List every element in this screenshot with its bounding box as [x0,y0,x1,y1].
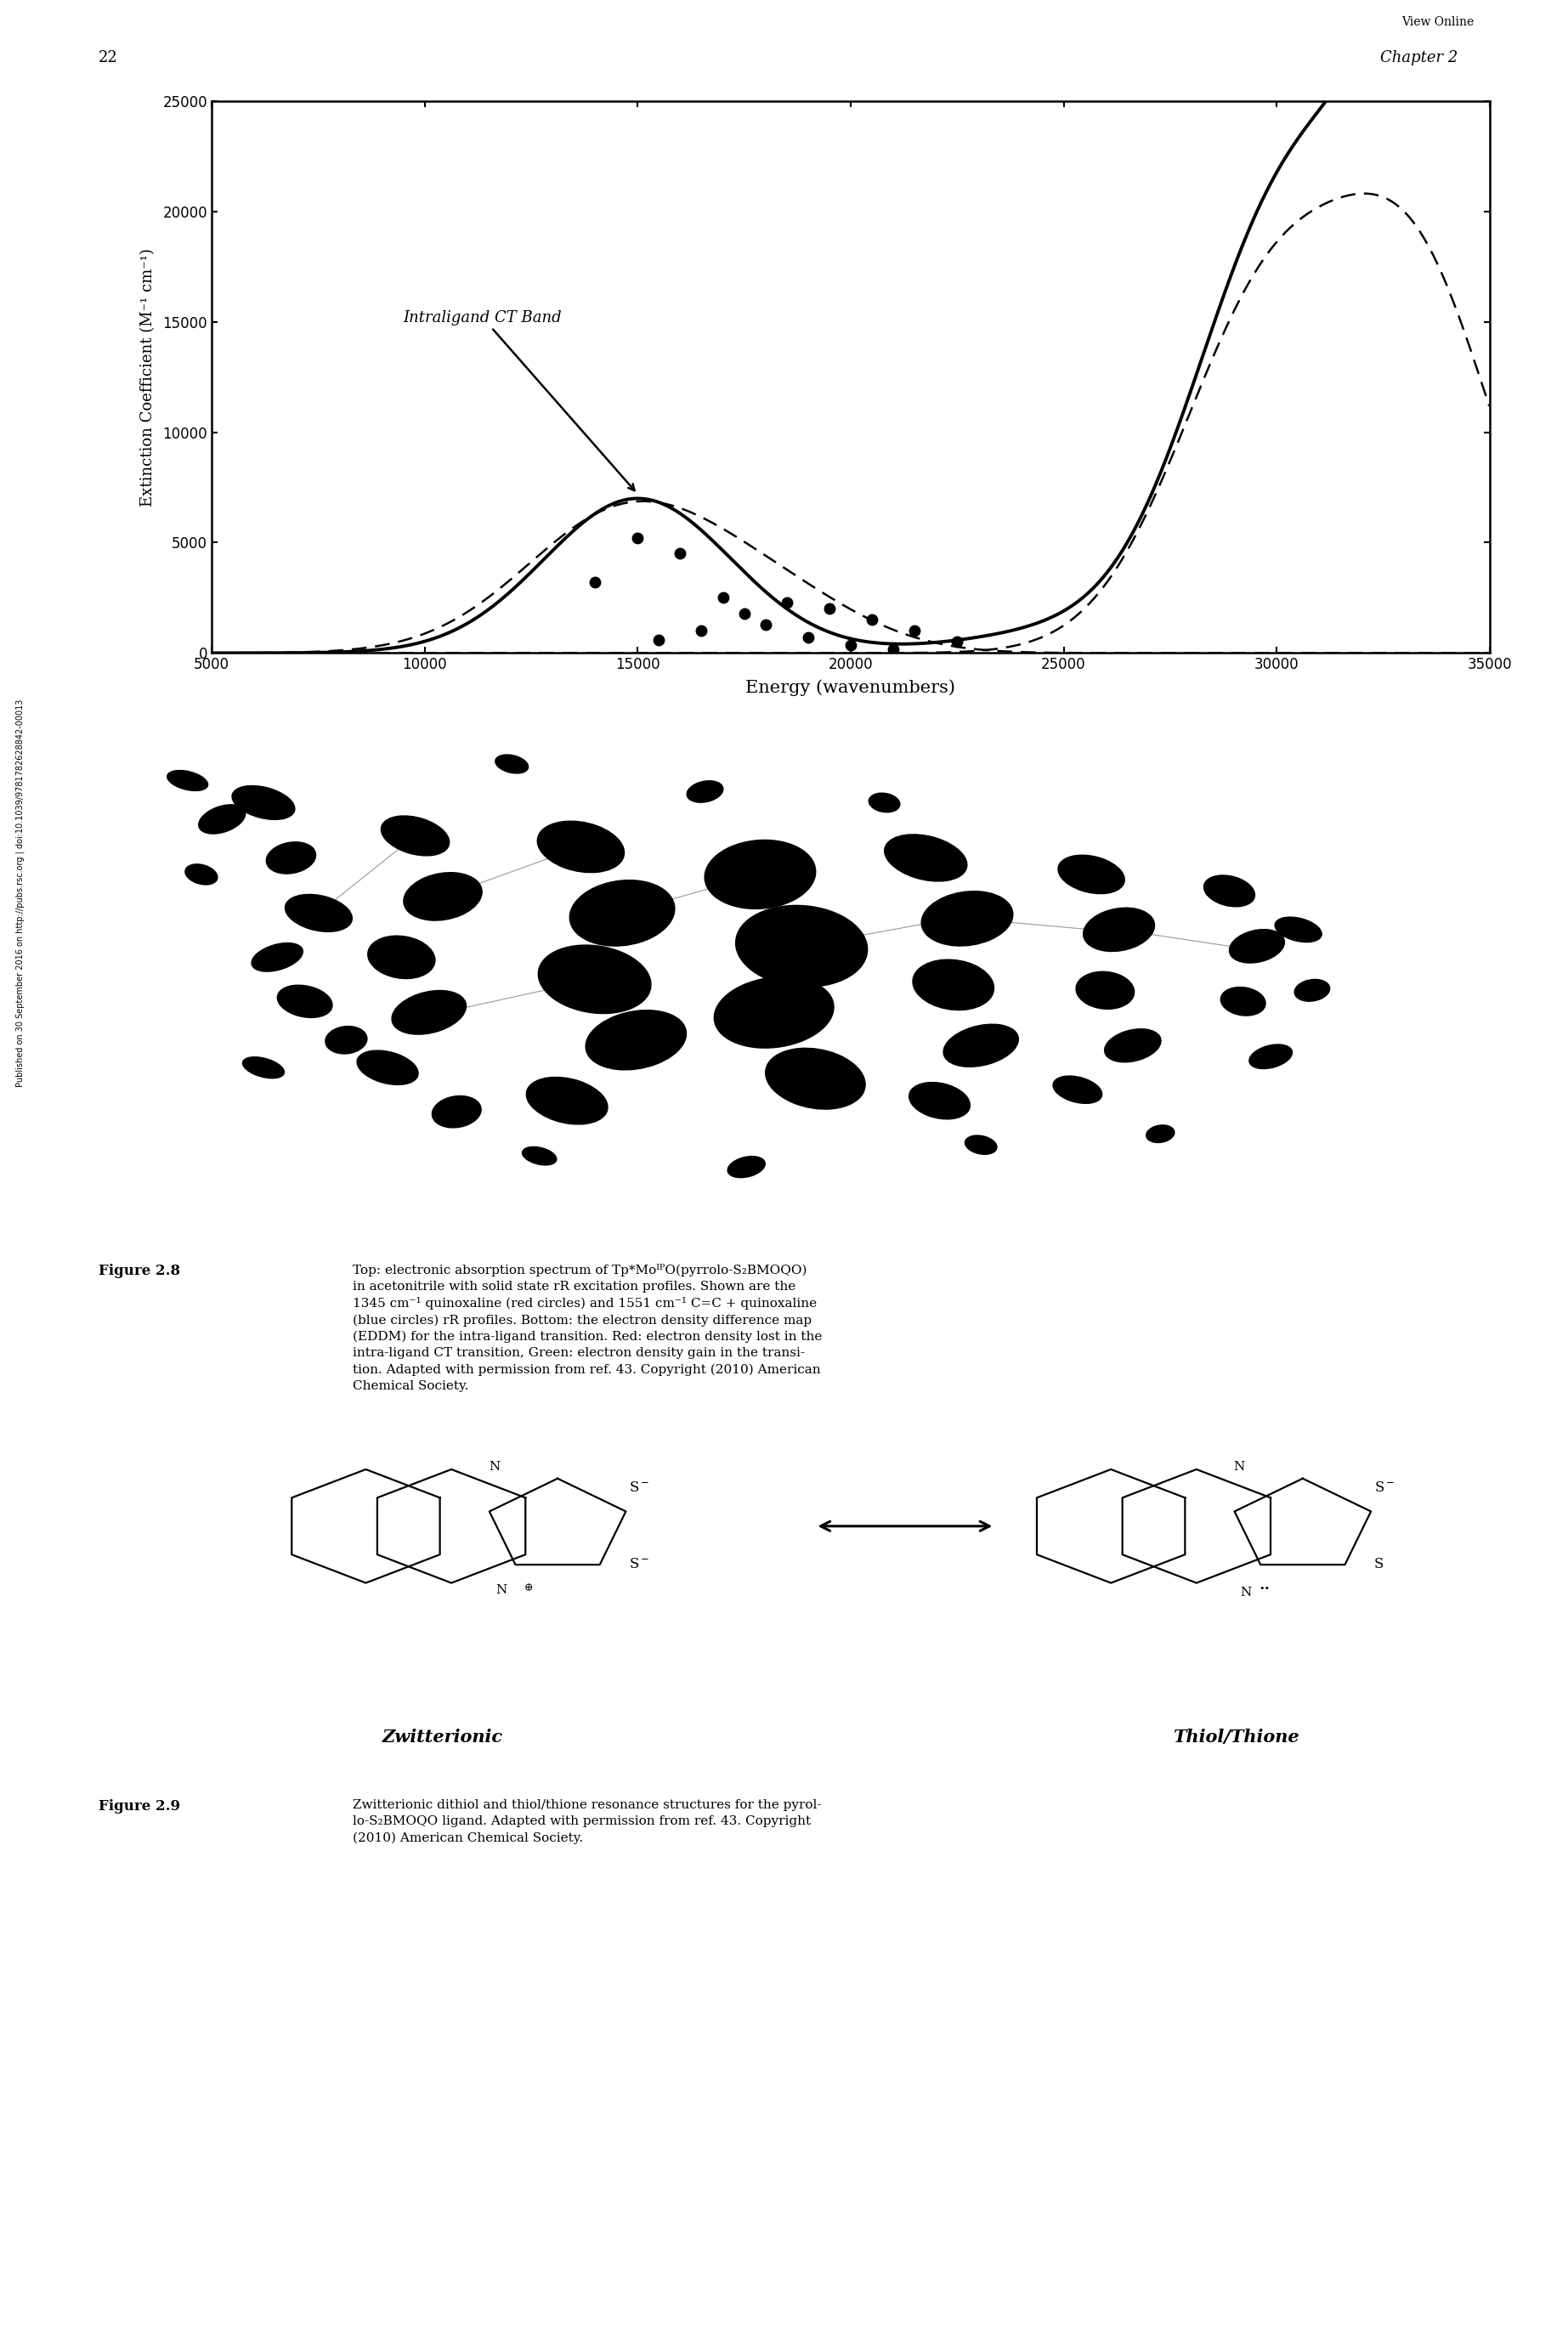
Ellipse shape [586,1010,687,1069]
Text: Zwitterionic dithiol and thiol/thione resonance structures for the pyrol-
lo-S₂B: Zwitterionic dithiol and thiol/thione re… [353,1799,822,1844]
Ellipse shape [728,1156,765,1177]
Text: S$^-$: S$^-$ [629,1557,649,1571]
Ellipse shape [278,984,332,1017]
X-axis label: Energy (wavenumbers): Energy (wavenumbers) [746,679,955,695]
Ellipse shape [909,1083,971,1118]
Ellipse shape [1220,987,1265,1015]
Ellipse shape [913,961,994,1010]
Ellipse shape [765,1048,866,1109]
Ellipse shape [1076,972,1134,1010]
Y-axis label: Extinction Coefficient (M⁻¹ cm⁻¹): Extinction Coefficient (M⁻¹ cm⁻¹) [141,249,155,505]
Ellipse shape [1204,876,1254,907]
Text: S$^-$: S$^-$ [1374,1480,1396,1494]
Ellipse shape [735,904,867,987]
Ellipse shape [713,977,834,1048]
Ellipse shape [1275,916,1322,942]
Ellipse shape [243,1057,284,1078]
Text: Published on 30 September 2016 on http://pubs.rsc.org | doi:10.1039/978178262884: Published on 30 September 2016 on http:/… [16,698,25,1088]
Ellipse shape [538,944,651,1012]
Text: Thiol/Thione: Thiol/Thione [1173,1729,1300,1745]
Text: ••: •• [1259,1586,1270,1593]
Text: Intraligand CT Band: Intraligand CT Band [403,310,635,491]
Ellipse shape [944,1024,1019,1066]
Ellipse shape [185,864,218,886]
Text: N: N [489,1461,500,1473]
Ellipse shape [1295,980,1330,1001]
Ellipse shape [433,1097,481,1128]
Ellipse shape [922,890,1013,947]
Text: Chapter 2: Chapter 2 [1380,52,1458,66]
Ellipse shape [267,841,315,874]
Ellipse shape [884,834,967,881]
Ellipse shape [326,1027,367,1055]
Text: Figure 2.8: Figure 2.8 [99,1264,180,1278]
Ellipse shape [869,794,900,813]
Text: ⊕: ⊕ [524,1583,533,1593]
Ellipse shape [368,935,434,980]
Ellipse shape [392,991,466,1034]
Ellipse shape [527,1078,608,1125]
Ellipse shape [522,1146,557,1165]
Ellipse shape [251,942,303,972]
Ellipse shape [285,895,353,933]
Ellipse shape [704,841,815,909]
Ellipse shape [381,815,450,855]
Text: Figure 2.9: Figure 2.9 [99,1799,180,1813]
Text: N: N [1234,1461,1245,1473]
Ellipse shape [1229,930,1284,963]
Ellipse shape [403,871,481,921]
Ellipse shape [1054,1076,1102,1104]
Text: N: N [1240,1586,1251,1597]
Text: 22: 22 [99,52,118,66]
Ellipse shape [495,754,528,773]
Text: Top: electronic absorption spectrum of Tp*MoᴵᴾO(pyrrolo-S₂BMOQO)
in acetonitrile: Top: electronic absorption spectrum of T… [353,1264,822,1393]
Ellipse shape [1083,907,1154,951]
Ellipse shape [232,785,295,820]
Ellipse shape [1250,1045,1292,1069]
Ellipse shape [358,1050,419,1085]
Ellipse shape [569,881,674,947]
Ellipse shape [1146,1125,1174,1142]
Ellipse shape [538,822,624,871]
Ellipse shape [964,1135,997,1153]
Ellipse shape [1104,1029,1160,1062]
Ellipse shape [168,770,209,792]
Text: N: N [495,1586,506,1597]
Text: S: S [1374,1557,1385,1571]
Text: Zwitterionic: Zwitterionic [383,1729,503,1745]
Text: S$^-$: S$^-$ [629,1480,649,1494]
Ellipse shape [199,806,246,834]
Ellipse shape [687,780,723,803]
Text: View Online: View Online [1402,16,1474,28]
Ellipse shape [1058,855,1124,893]
